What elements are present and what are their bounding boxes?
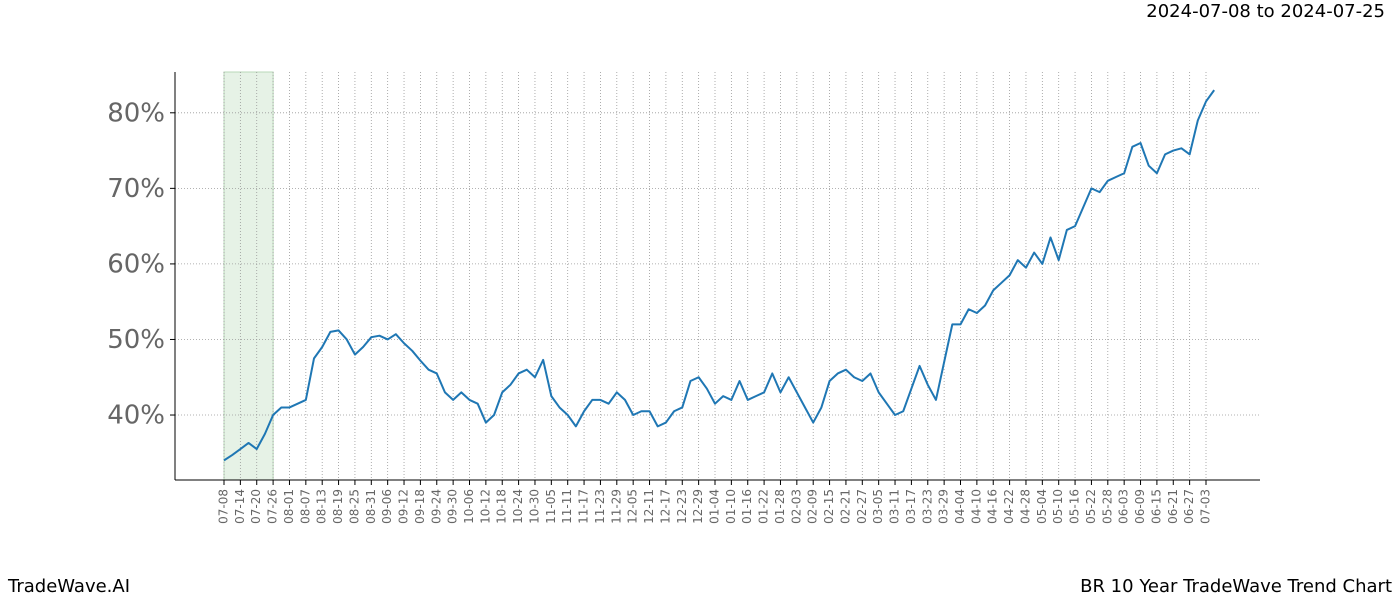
x-tick-label: 01-22 — [757, 489, 771, 524]
x-tick-label: 08-07 — [298, 489, 312, 524]
x-tick-label: 09-18 — [413, 489, 427, 524]
y-tick-label: 50% — [107, 325, 165, 355]
trend-line — [223, 89, 1215, 462]
x-tick-label: 11-05 — [544, 489, 558, 524]
x-tick-label: 06-09 — [1133, 489, 1147, 524]
x-tick-label: 03-05 — [871, 489, 885, 524]
x-tick-label: 09-24 — [429, 489, 443, 524]
x-tick-label: 11-17 — [577, 489, 591, 524]
brand: TradeWave.AI — [7, 576, 130, 597]
x-tick-label: 01-04 — [708, 489, 722, 524]
x-tick-label: 12-11 — [642, 489, 656, 524]
x-tick-label: 05-22 — [1084, 489, 1098, 524]
x-tick-label: 02-27 — [855, 489, 869, 524]
x-tick-label: 10-18 — [495, 489, 509, 524]
x-tick-label: 04-04 — [953, 489, 967, 524]
x-tick-label: 02-09 — [806, 489, 820, 524]
x-tick-label: 02-21 — [838, 489, 852, 524]
x-tick-label: 06-27 — [1182, 489, 1196, 524]
x-tick-label: 07-26 — [266, 489, 280, 524]
x-tick-label: 07-03 — [1199, 489, 1213, 524]
x-tick-label: 05-28 — [1100, 489, 1114, 524]
x-tick-label: 08-25 — [347, 489, 361, 524]
x-tick-label: 05-16 — [1068, 489, 1082, 524]
x-tick-label: 11-29 — [609, 489, 623, 524]
x-tick-label: 12-29 — [691, 489, 705, 524]
x-tick-label: 06-15 — [1149, 489, 1163, 524]
x-tick-label: 04-22 — [1002, 489, 1016, 524]
x-tick-label: 05-10 — [1051, 489, 1065, 524]
highlight-band — [223, 71, 274, 481]
chart-title: BR 10 Year TradeWave Trend Chart — [1080, 576, 1392, 597]
x-tick-label: 06-03 — [1117, 489, 1131, 524]
x-tick-label: 04-16 — [986, 489, 1000, 524]
x-tick-label: 08-13 — [315, 489, 329, 524]
x-tick-label: 10-12 — [478, 489, 492, 524]
x-tick-label: 01-16 — [740, 489, 754, 524]
x-tick-label: 11-23 — [593, 489, 607, 524]
x-tick-label: 04-28 — [1018, 489, 1032, 524]
x-tick-label: 05-04 — [1035, 489, 1049, 524]
x-tick-label: 09-30 — [446, 489, 460, 524]
x-tick-label: 02-03 — [789, 489, 803, 524]
x-tick-label: 06-21 — [1166, 489, 1180, 524]
x-tick-label: 08-19 — [331, 489, 345, 524]
y-tick-label: 70% — [107, 174, 165, 204]
x-tick-label: 10-24 — [511, 489, 525, 524]
date-range: 2024-07-08 to 2024-07-25 — [1146, 1, 1385, 22]
x-tick-label: 07-14 — [233, 489, 247, 524]
x-tick-label: 12-05 — [626, 489, 640, 524]
x-tick-label: 11-11 — [560, 489, 574, 524]
x-tick-label: 09-06 — [380, 489, 394, 524]
x-tick-label: 10-30 — [527, 489, 541, 524]
x-tick-label: 01-28 — [773, 489, 787, 524]
x-tick-label: 04-10 — [969, 489, 983, 524]
x-tick-label: 07-08 — [217, 489, 231, 524]
x-tick-label: 12-23 — [675, 489, 689, 524]
y-tick-label: 80% — [107, 98, 165, 128]
x-tick-label: 09-12 — [397, 489, 411, 524]
x-tick-label: 03-29 — [937, 489, 951, 524]
x-tick-label: 02-15 — [822, 489, 836, 524]
x-tick-label: 08-01 — [282, 489, 296, 524]
x-tick-label: 03-11 — [888, 489, 902, 524]
x-tick-label: 07-20 — [249, 489, 263, 524]
x-tick-label: 01-10 — [724, 489, 738, 524]
x-tick-label: 08-31 — [364, 489, 378, 524]
y-tick-label: 40% — [107, 401, 165, 431]
x-tick-label: 03-23 — [920, 489, 934, 524]
x-tick-label: 03-17 — [904, 489, 918, 524]
x-tick-label: 12-17 — [658, 489, 672, 524]
y-tick-label: 60% — [107, 249, 165, 279]
x-tick-label: 10-06 — [462, 489, 476, 524]
